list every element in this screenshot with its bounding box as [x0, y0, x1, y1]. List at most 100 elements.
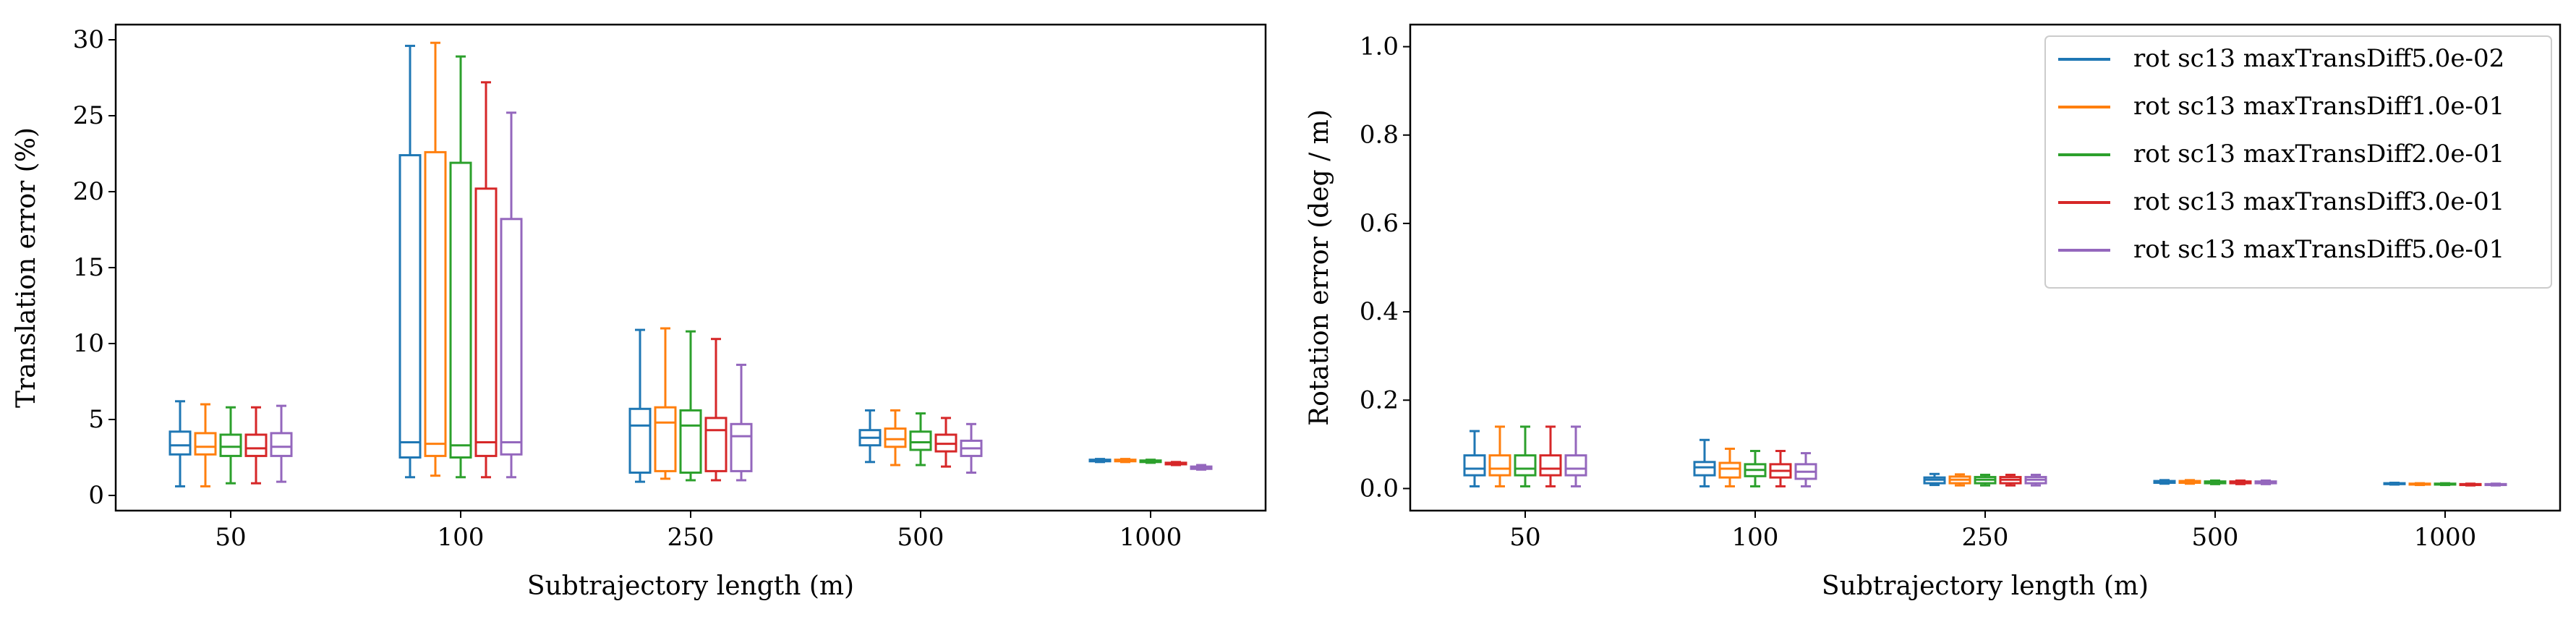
- box-s2-50: [1488, 425, 1511, 487]
- box-s2-100: [424, 41, 447, 477]
- box-s3-50: [219, 406, 242, 485]
- x-tick-label: 100: [438, 523, 485, 552]
- y-tick-label: 0.0: [1360, 474, 1399, 503]
- box-s1-100: [1693, 438, 1716, 487]
- y-tick-label: 0.4: [1360, 297, 1399, 326]
- box-s3-1000: [2434, 482, 2457, 487]
- box-s4-100: [474, 81, 498, 479]
- x-tick-label: 500: [2192, 523, 2239, 552]
- legend: rot sc13 maxTransDiff5.0e-02 rot sc13 max…: [2044, 35, 2552, 289]
- y-axis-title: Rotation error (deg / m): [1305, 109, 1334, 426]
- iqr-box: [1514, 454, 1537, 477]
- box-s5-1000: [1190, 464, 1213, 471]
- x-tick-label: 250: [668, 523, 715, 552]
- iqr-box: [398, 154, 422, 459]
- rotation-error-panel: 0.0 0.2 0.4 0.6 0.8 1.0 50 100 250 500 1000 Subtraj…: [1305, 23, 2562, 601]
- iqr-box: [730, 422, 753, 472]
- iqr-box: [474, 187, 498, 457]
- iqr-box: [884, 427, 907, 448]
- legend-label: rot sc13 maxTransDiff1.0e-01: [2133, 92, 2504, 121]
- iqr-box: [679, 409, 702, 474]
- legend-label: rot sc13 maxTransDiff2.0e-01: [2133, 140, 2504, 169]
- y-tick-label: 0.2: [1360, 385, 1399, 414]
- y-tick-label: 15: [73, 253, 104, 282]
- y-axis-title: Translation error (%): [12, 127, 41, 408]
- y-tick-label: 10: [73, 329, 104, 358]
- iqr-box: [1693, 461, 1716, 477]
- x-tick-label: 50: [215, 523, 246, 552]
- box-s5-250: [2024, 474, 2047, 487]
- y-tick-label: 0.6: [1360, 209, 1399, 238]
- x-tick-label: 1000: [2414, 523, 2477, 552]
- box-s2-100: [1718, 447, 1741, 487]
- y-tick-label: 0.8: [1360, 121, 1399, 150]
- box-s2-50: [194, 403, 217, 487]
- box-s4-500: [934, 417, 958, 468]
- x-tick-label: 500: [897, 523, 944, 552]
- iqr-box: [1488, 454, 1511, 477]
- box-s3-50: [1514, 425, 1537, 487]
- iqr-box: [424, 150, 447, 457]
- box-s1-250: [628, 328, 652, 483]
- iqr-box: [194, 432, 217, 456]
- box-s1-1000: [1088, 458, 1112, 464]
- box-s5-500: [960, 422, 983, 474]
- box-s1-50: [169, 400, 192, 487]
- box-s5-100: [500, 111, 523, 479]
- y-tick-label: 5: [88, 405, 104, 434]
- y-tick-label: 20: [73, 177, 104, 206]
- box-s3-250: [1974, 474, 1997, 487]
- box-s3-250: [679, 330, 702, 482]
- iqr-box: [270, 432, 293, 457]
- legend-label: rot sc13 maxTransDiff5.0e-02: [2133, 44, 2504, 73]
- x-tick-label: 100: [1732, 523, 1779, 552]
- box-s2-250: [1948, 473, 1971, 487]
- y-tick-label: 0: [88, 481, 104, 510]
- box-s3-100: [1744, 450, 1767, 487]
- box-s3-100: [449, 55, 472, 479]
- translation-error-panel: 0 5 10 15 20 25 30 50 100 250 500 1000 Subtrajectory…: [12, 23, 1267, 601]
- box-s4-250: [704, 338, 728, 482]
- box-s1-500: [858, 409, 882, 464]
- legend-label: rot sc13 maxTransDiff5.0e-01: [2133, 235, 2504, 264]
- box-s2-1000: [1114, 458, 1137, 464]
- box-s4-1000: [2459, 482, 2482, 487]
- iqr-box: [449, 161, 472, 459]
- y-tick-label: 1.0: [1360, 33, 1399, 61]
- box-s1-50: [1463, 430, 1486, 487]
- iqr-box: [244, 433, 268, 457]
- axes-frame: [114, 23, 1267, 512]
- x-tick-label: 1000: [1119, 523, 1182, 552]
- box-s3-500: [909, 412, 932, 466]
- box-s5-500: [2254, 479, 2277, 485]
- box-s1-500: [2153, 479, 2176, 485]
- box-s5-1000: [2484, 482, 2507, 487]
- iqr-box: [1718, 461, 1741, 479]
- x-tick-label: 250: [1962, 523, 2009, 552]
- box-s2-500: [884, 409, 907, 466]
- iqr-box: [704, 417, 728, 472]
- box-s4-50: [1539, 425, 1562, 487]
- box-s4-250: [1999, 474, 2022, 487]
- box-s4-1000: [1164, 461, 1187, 466]
- box-s2-500: [2178, 479, 2201, 485]
- box-s4-50: [244, 406, 268, 485]
- iqr-box: [1463, 454, 1486, 477]
- box-s1-1000: [2383, 482, 2406, 486]
- iqr-box: [628, 407, 652, 474]
- box-s2-250: [654, 327, 677, 480]
- legend-label: rot sc13 maxTransDiff3.0e-01: [2133, 187, 2504, 216]
- box-s4-500: [2229, 479, 2252, 485]
- iqr-box: [500, 218, 523, 456]
- box-s5-50: [270, 404, 293, 483]
- x-axis-title: Subtrajectory length (m): [1822, 571, 2149, 601]
- iqr-box: [909, 430, 932, 451]
- box-s4-100: [1769, 450, 1792, 487]
- box-s5-250: [730, 363, 753, 482]
- x-axis-title: Subtrajectory length (m): [527, 571, 854, 601]
- box-s1-100: [398, 44, 422, 479]
- iqr-box: [219, 433, 242, 457]
- box-s1-250: [1923, 472, 1946, 487]
- iqr-box: [1539, 454, 1562, 477]
